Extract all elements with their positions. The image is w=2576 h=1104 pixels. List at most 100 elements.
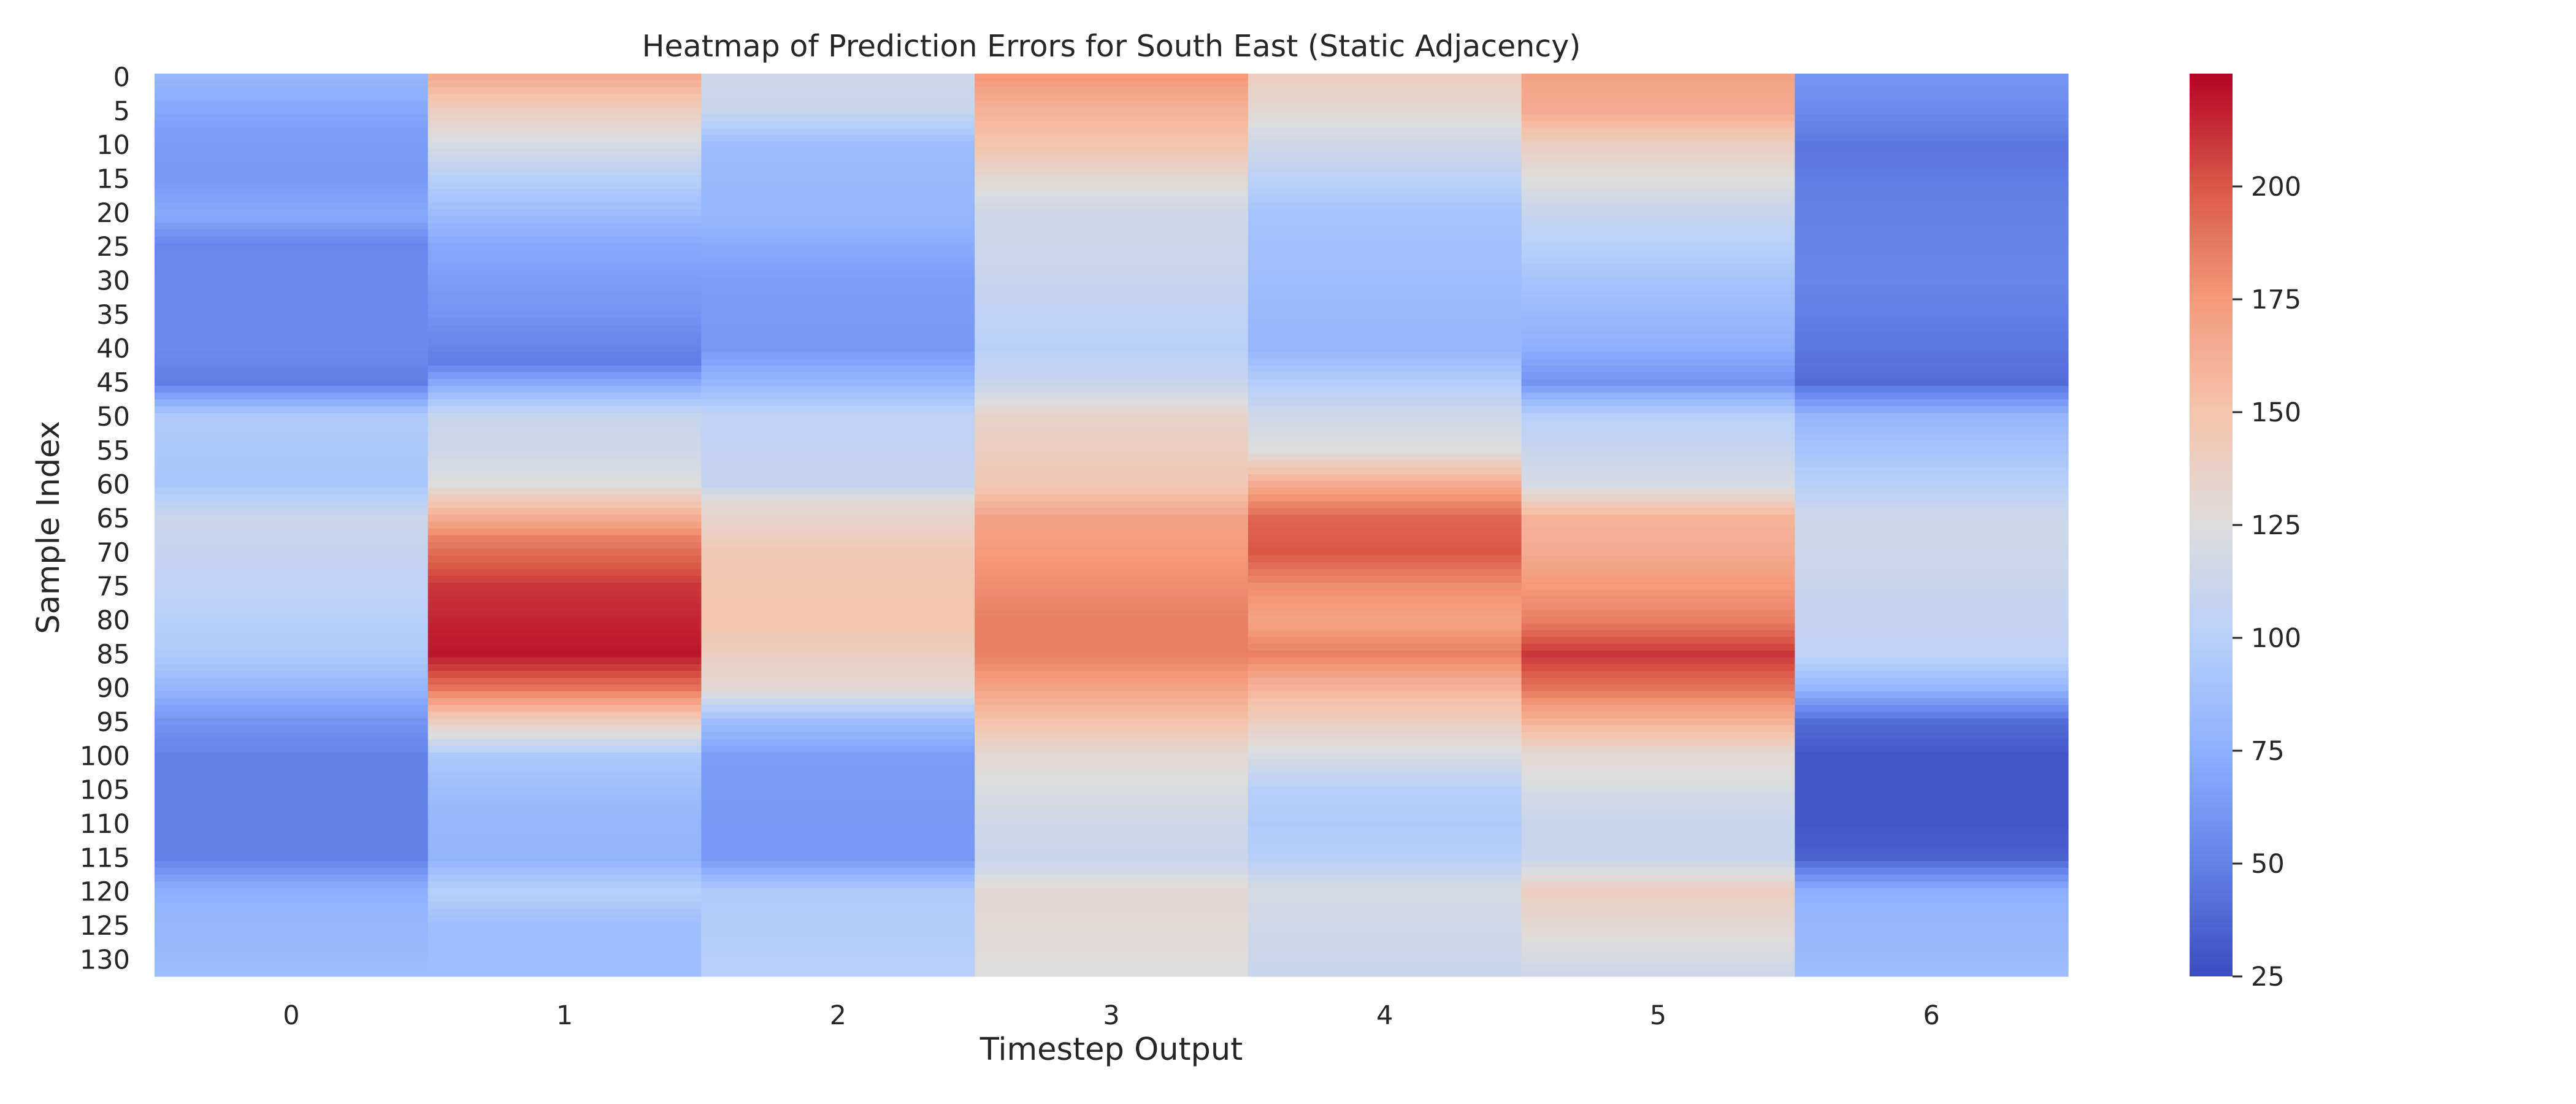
- heatmap-cell: [975, 555, 1249, 563]
- heatmap-cell: [1521, 793, 1795, 800]
- heatmap-cell: [427, 196, 702, 203]
- heatmap-cell: [701, 664, 975, 672]
- y-tick-label: 50: [96, 402, 130, 432]
- heatmap-cell: [1795, 847, 2069, 855]
- y-tick-label: 115: [80, 843, 130, 873]
- heatmap-cell: [701, 209, 975, 217]
- heatmap-cell: [1521, 351, 1795, 359]
- heatmap-cell: [975, 216, 1249, 224]
- heatmap-cell: [427, 80, 702, 88]
- y-axis-label: Sample Index: [31, 421, 67, 634]
- heatmap-cell: [701, 121, 975, 129]
- heatmap-cell: [1248, 881, 1522, 889]
- heatmap-cell: [1248, 508, 1522, 515]
- heatmap-cell: [1795, 738, 2069, 746]
- heatmap-cell: [427, 141, 702, 149]
- heatmap-cell: [1795, 705, 2069, 712]
- heatmap-cell: [701, 834, 975, 841]
- heatmap-cell: [1521, 379, 1795, 386]
- heatmap-cell: [155, 664, 429, 672]
- heatmap-cell: [975, 488, 1249, 495]
- heatmap-cell: [1795, 861, 2069, 868]
- heatmap-cell: [155, 705, 429, 712]
- heatmap-cell: [155, 670, 429, 678]
- heatmap-cell: [155, 643, 429, 651]
- heatmap-cell: [1795, 854, 2069, 862]
- heatmap-cell: [1795, 935, 2069, 943]
- heatmap-cell: [701, 718, 975, 726]
- y-tick-label: 125: [80, 911, 130, 941]
- heatmap-cell: [155, 358, 429, 366]
- heatmap-cell: [701, 596, 975, 604]
- heatmap-cell: [1795, 555, 2069, 563]
- heatmap-cell: [975, 134, 1249, 142]
- heatmap-cell: [1795, 637, 2069, 645]
- heatmap-cell: [1795, 175, 2069, 183]
- y-tick-label: 105: [80, 775, 130, 806]
- heatmap-cell: [427, 759, 702, 767]
- heatmap-cell: [975, 630, 1249, 638]
- heatmap-cell: [1521, 956, 1795, 964]
- heatmap-cell: [975, 867, 1249, 875]
- heatmap-cell: [701, 793, 975, 800]
- heatmap-cell: [701, 765, 975, 773]
- heatmap-cell: [701, 915, 975, 923]
- heatmap-cell: [1795, 420, 2069, 427]
- heatmap-cell: [427, 515, 702, 523]
- heatmap-cell: [975, 643, 1249, 651]
- heatmap-cell: [701, 277, 975, 285]
- heatmap-cell: [1521, 420, 1795, 427]
- y-axis-ticks: 0510152025303540455055606570758085909510…: [80, 63, 130, 976]
- heatmap-cell: [1521, 929, 1795, 937]
- heatmap-cell: [427, 807, 702, 814]
- heatmap-cell: [701, 494, 975, 502]
- y-tick-label: 55: [96, 435, 130, 466]
- heatmap-cell: [1795, 141, 2069, 149]
- heatmap-cell: [427, 800, 702, 807]
- heatmap-cell: [427, 548, 702, 556]
- heatmap-cell: [1521, 386, 1795, 393]
- heatmap-cell: [975, 101, 1249, 108]
- heatmap-cell: [155, 759, 429, 767]
- heatmap-cell: [1248, 182, 1522, 190]
- heatmap-cell: [1521, 168, 1795, 176]
- heatmap-cell: [155, 277, 429, 285]
- heatmap-cell: [427, 345, 702, 353]
- heatmap-cell: [975, 515, 1249, 523]
- heatmap-cell: [1521, 134, 1795, 142]
- heatmap-cell: [975, 365, 1249, 373]
- heatmap-cell: [1795, 670, 2069, 678]
- heatmap-cell: [427, 399, 702, 407]
- heatmap-cell: [427, 467, 702, 475]
- heatmap-cell: [1795, 426, 2069, 434]
- heatmap-cell: [701, 488, 975, 495]
- heatmap-cell: [427, 874, 702, 882]
- heatmap-cell: [427, 637, 702, 645]
- colorbar-tick-label: 50: [2251, 849, 2285, 880]
- heatmap-cells: [155, 74, 2069, 977]
- heatmap-cell: [1248, 962, 1522, 970]
- heatmap-cell: [155, 969, 429, 977]
- heatmap-cell: [1248, 277, 1522, 285]
- heatmap-cell: [975, 196, 1249, 203]
- heatmap-cell: [701, 87, 975, 94]
- heatmap-cell: [155, 908, 429, 916]
- heatmap-cell: [155, 128, 429, 136]
- heatmap-cell: [701, 399, 975, 407]
- heatmap-cell: [1521, 548, 1795, 556]
- heatmap-cell: [1795, 643, 2069, 651]
- heatmap-cell: [155, 94, 429, 101]
- heatmap-cell: [975, 861, 1249, 868]
- heatmap-cell: [1795, 800, 2069, 807]
- heatmap-cell: [701, 284, 975, 291]
- heatmap-cell: [1521, 535, 1795, 543]
- heatmap-cell: [975, 202, 1249, 210]
- heatmap-cell: [1248, 596, 1522, 604]
- heatmap-cell: [701, 623, 975, 631]
- heatmap-cell: [1248, 107, 1522, 115]
- heatmap-cell: [1521, 426, 1795, 434]
- heatmap-cell: [1248, 393, 1522, 400]
- heatmap-cell: [1248, 351, 1522, 359]
- heatmap-cell: [1521, 311, 1795, 319]
- heatmap-cell: [1248, 847, 1522, 855]
